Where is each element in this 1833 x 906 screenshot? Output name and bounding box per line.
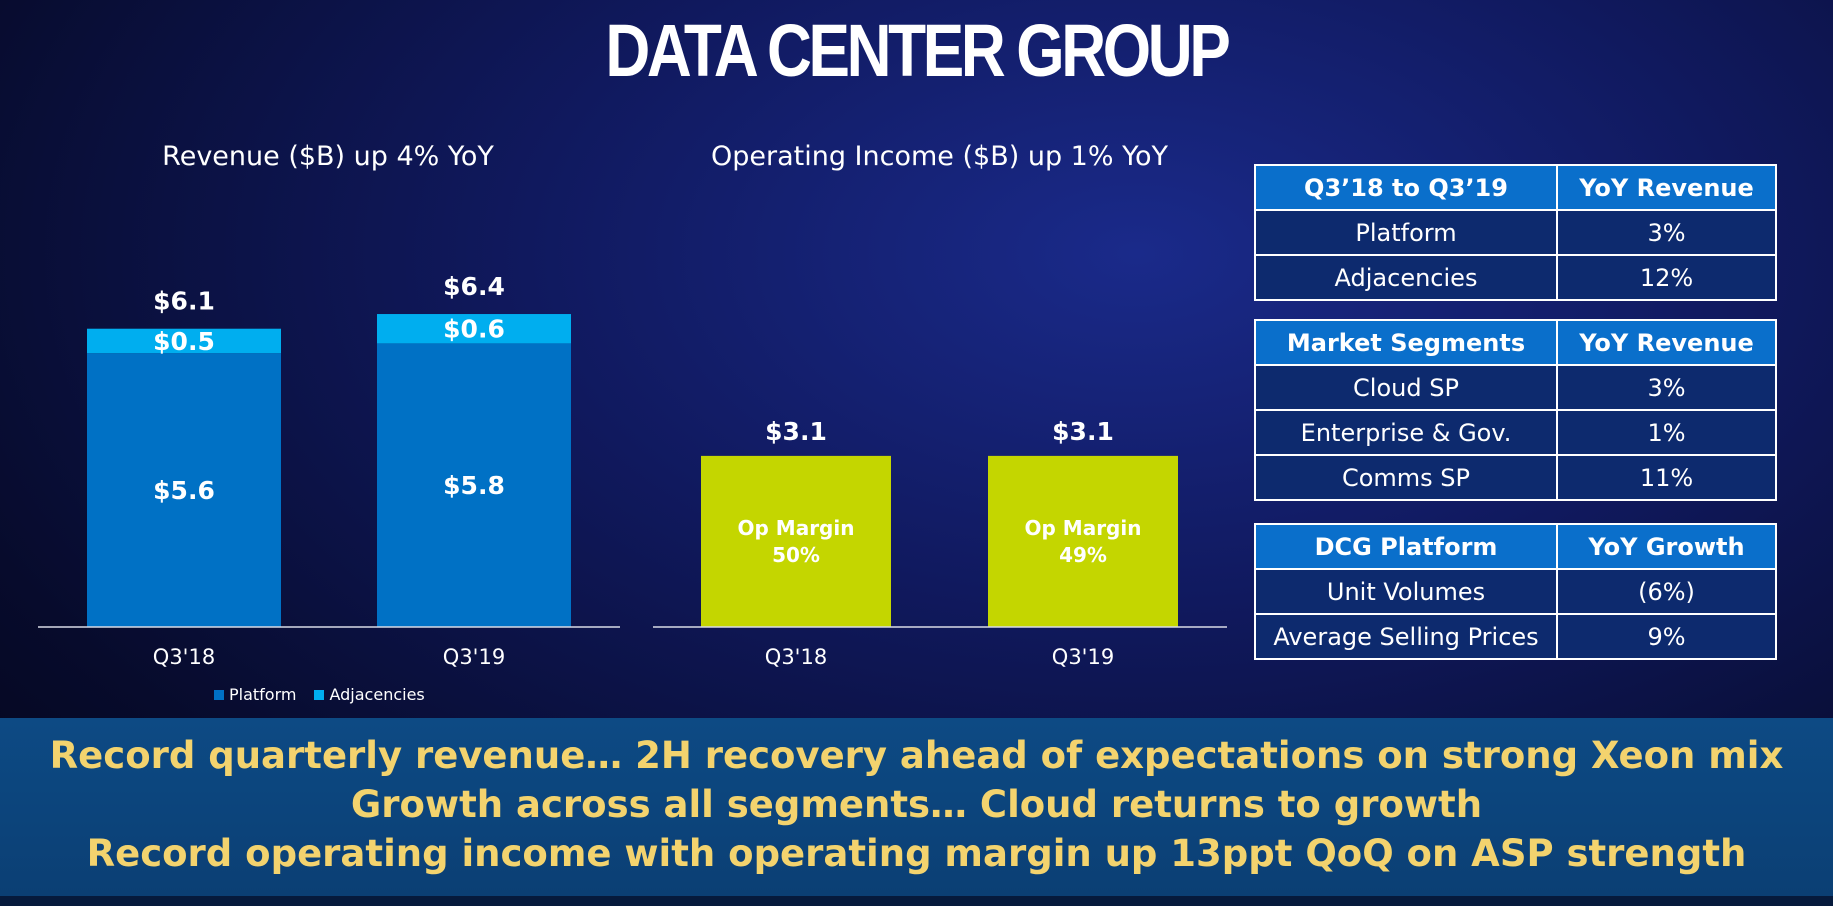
table-cell: 12%: [1556, 254, 1777, 301]
x-tick-label: Q3'18: [765, 645, 827, 669]
revenue-breakdown-table: Q3’18 to Q3’19 YoY Revenue Platform 3% A…: [1254, 164, 1777, 301]
op-income-value-label: $3.1: [1052, 417, 1114, 446]
table-cell: 1%: [1556, 409, 1777, 456]
legend-label-adjacencies: Adjacencies: [329, 685, 425, 704]
table-row: Enterprise & Gov. 1%: [1254, 409, 1777, 456]
table-cell: Enterprise & Gov.: [1254, 409, 1558, 456]
dcg-platform-table: DCG Platform YoY Growth Unit Volumes (6%…: [1254, 523, 1777, 660]
table-cell: (6%): [1556, 568, 1777, 615]
revenue-platform-label: $5.8: [443, 471, 505, 500]
table-cell: Unit Volumes: [1254, 568, 1558, 615]
page-title: DATA CENTER GROUP: [605, 9, 1230, 92]
op-margin-label: Op Margin: [738, 516, 855, 540]
income-chart-title: Operating Income ($B) up 1% YoY: [710, 141, 1169, 172]
table-cell: Platform: [1254, 209, 1558, 256]
revenue-adjacencies-label: $0.6: [443, 315, 505, 344]
revenue-chart: $5.6 $0.5 $6.1 Q3'18 $5.8 $0.6 $6.4 Q3'19: [38, 272, 620, 669]
highlights-banner: Record quarterly revenue… 2H recovery ah…: [0, 718, 1833, 896]
op-margin-label: Op Margin: [1025, 516, 1142, 540]
revenue-bar-platform: [377, 343, 571, 627]
table-header-cell: DCG Platform: [1254, 523, 1558, 570]
op-income-bar: [988, 455, 1178, 627]
revenue-bar-adjacencies: [377, 314, 571, 344]
table-cell: Comms SP: [1254, 454, 1558, 501]
table-header-cell: Q3’18 to Q3’19: [1254, 164, 1558, 211]
table-cell: 3%: [1556, 209, 1777, 256]
revenue-total-label: $6.1: [153, 287, 215, 316]
table-header-row: DCG Platform YoY Growth: [1254, 523, 1777, 570]
table-row: Platform 3%: [1254, 209, 1777, 256]
table-header-cell: YoY Revenue: [1556, 164, 1777, 211]
table-row: Comms SP 11%: [1254, 454, 1777, 501]
op-income-value-label: $3.1: [765, 417, 827, 446]
op-margin-value: 49%: [1059, 543, 1107, 567]
table-row: Cloud SP 3%: [1254, 364, 1777, 411]
table-cell: Adjacencies: [1254, 254, 1558, 301]
legend-item-adjacencies: Adjacencies: [314, 685, 425, 704]
revenue-adjacencies-label: $0.5: [153, 327, 215, 356]
table-header-cell: YoY Growth: [1556, 523, 1777, 570]
revenue-total-label: $6.4: [443, 272, 505, 301]
op-margin-value: 50%: [772, 543, 820, 567]
x-tick-label: Q3'19: [443, 645, 505, 669]
table-cell: Average Selling Prices: [1254, 613, 1558, 660]
revenue-platform-label: $5.6: [153, 476, 215, 505]
op-income-bar: [701, 455, 891, 627]
table-cell: 9%: [1556, 613, 1777, 660]
x-tick-label: Q3'19: [1052, 645, 1114, 669]
banner-line-1: Record quarterly revenue… 2H recovery ah…: [49, 734, 1784, 777]
table-header-row: Q3’18 to Q3’19 YoY Revenue: [1254, 164, 1777, 211]
banner-line-2: Growth across all segments… Cloud return…: [350, 783, 1483, 826]
revenue-bar-platform: [87, 353, 281, 627]
revenue-chart-title: Revenue ($B) up 4% YoY: [162, 141, 494, 172]
banner-line-3: Record operating income with operating m…: [86, 832, 1747, 875]
revenue-legend: Platform Adjacencies: [214, 685, 425, 704]
x-tick-label: Q3'18: [153, 645, 215, 669]
table-row: Adjacencies 12%: [1254, 254, 1777, 301]
table-header-row: Market Segments YoY Revenue: [1254, 319, 1777, 366]
table-cell: 11%: [1556, 454, 1777, 501]
table-cell: 3%: [1556, 364, 1777, 411]
table-header-cell: YoY Revenue: [1556, 319, 1777, 366]
bottom-strip: [0, 896, 1833, 906]
legend-label-platform: Platform: [229, 685, 297, 704]
legend-swatch-adjacencies: [314, 689, 325, 700]
legend-swatch-platform: [214, 689, 224, 700]
table-cell: Cloud SP: [1254, 364, 1558, 411]
market-segments-table: Market Segments YoY Revenue Cloud SP 3% …: [1254, 319, 1777, 501]
table-row: Average Selling Prices 9%: [1254, 613, 1777, 660]
revenue-bar-adjacencies: [87, 328, 281, 354]
table-header-cell: Market Segments: [1254, 319, 1558, 366]
operating-income-chart: $3.1 Op Margin 50% Q3'18 $3.1 Op Margin 49% Q3'…: [653, 417, 1227, 669]
legend-item-platform: Platform: [214, 685, 296, 704]
table-row: Unit Volumes (6%): [1254, 568, 1777, 615]
